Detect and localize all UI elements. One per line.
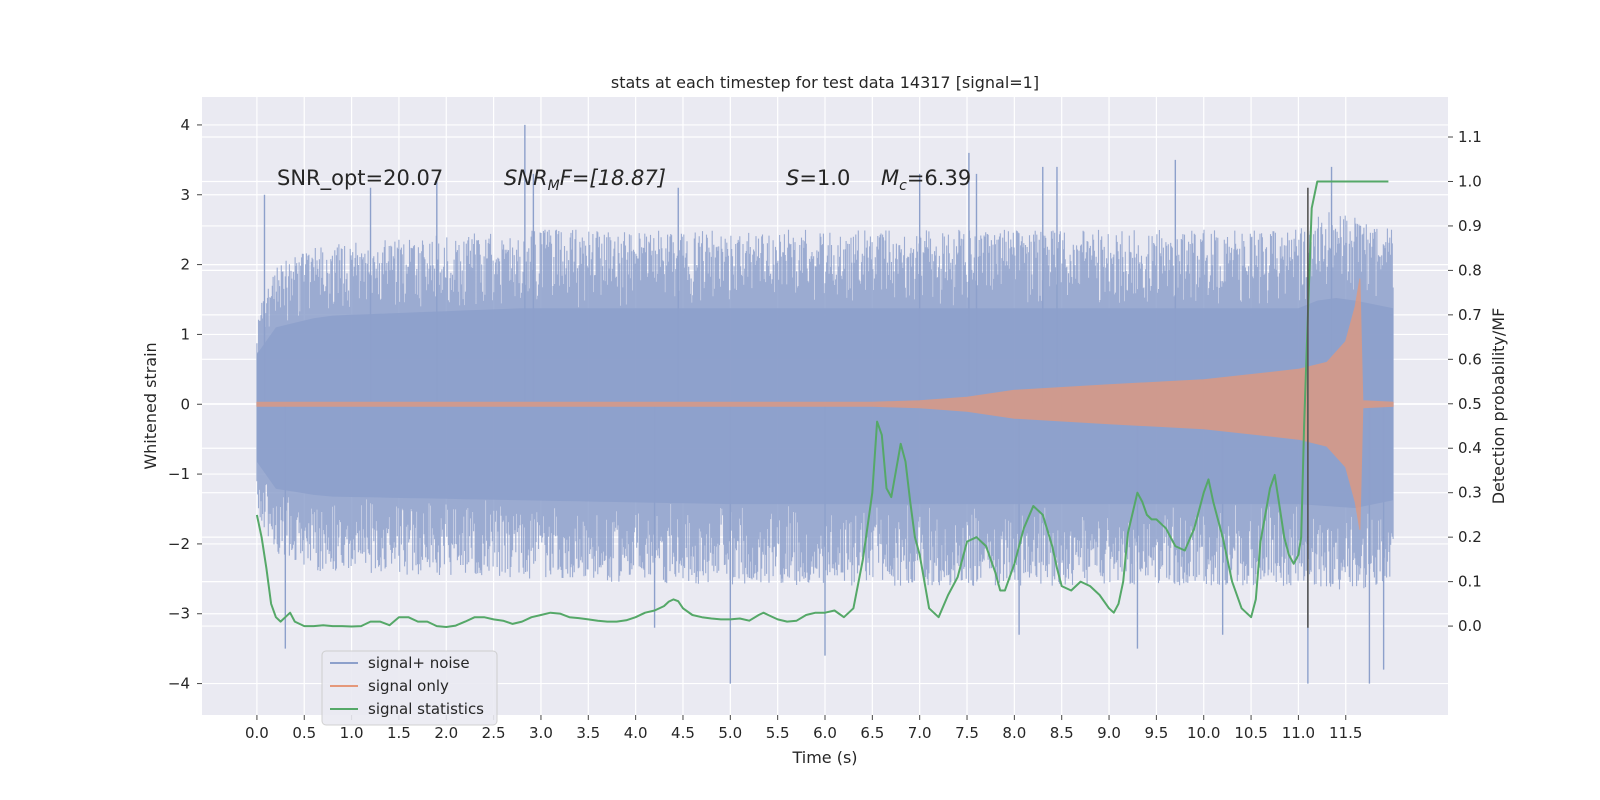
x-tick-label: 0.5 <box>292 724 316 742</box>
x-tick-label: 2.0 <box>434 724 458 742</box>
x-tick-label: 5.0 <box>718 724 742 742</box>
y-right-tick-label: 0.6 <box>1458 350 1482 368</box>
annotation-mc: Mc=6.39 <box>881 166 971 194</box>
annotation-snr-opt: SNR_opt=20.07 <box>277 166 443 191</box>
y-right-tick-label: 0.9 <box>1458 217 1482 235</box>
x-tick-label: 2.5 <box>482 724 506 742</box>
x-tick-label: 8.0 <box>1002 724 1026 742</box>
y-axis-right-label: Detection probability/MF <box>1489 308 1508 505</box>
x-tick-label: 6.0 <box>813 724 837 742</box>
signal-only-series <box>256 278 1394 530</box>
y-right-tick-label: 1.0 <box>1458 172 1482 190</box>
x-tick-label: 7.0 <box>908 724 932 742</box>
signal-statistics-line <box>255 180 1389 628</box>
x-tick-label: 10.5 <box>1234 724 1267 742</box>
x-tick-label: 6.5 <box>860 724 884 742</box>
x-tick-label: 1.0 <box>340 724 364 742</box>
y-right-tick-label: 0.4 <box>1458 439 1482 457</box>
y-right-tick-label: 0.2 <box>1458 528 1482 546</box>
y-right-tick-label: 0.0 <box>1458 617 1482 635</box>
y-right-tick-label: 1.1 <box>1458 128 1482 146</box>
y-right-tick-label: 0.7 <box>1458 306 1482 324</box>
x-axis-label: Time (s) <box>791 748 857 767</box>
y-tick-label: −1 <box>168 465 190 483</box>
signal-only-trace <box>256 278 1394 530</box>
annotation-snr-mf: SNRMF=[18.87] <box>504 166 666 194</box>
y-tick-label: 3 <box>180 186 190 204</box>
x-tick-label: 10.0 <box>1187 724 1220 742</box>
y-tick-label: 2 <box>180 256 190 274</box>
x-tick-label: 1.5 <box>387 724 411 742</box>
y-tick-label: 0 <box>180 395 190 413</box>
y-axis-label: Whitened strain <box>141 342 160 469</box>
legend-label-signal-noise: signal+ noise <box>368 654 470 672</box>
axis-ticks: 0.0 0.5 1.0 1.5 2.0 2.5 3.0 3.5 4.0 4.5 5.0 5.5 6.0 6… <box>168 116 1482 742</box>
x-tick-label: 9.0 <box>1097 724 1121 742</box>
chart-title: stats at each timestep for test data 143… <box>611 73 1039 92</box>
x-tick-label: 0.0 <box>245 724 269 742</box>
legend-box <box>321 650 498 726</box>
y-tick-label: 1 <box>180 325 190 343</box>
x-tick-label: 4.0 <box>624 724 648 742</box>
legend-label-signal-statistics: signal statistics <box>368 700 484 718</box>
y-right-tick-label: 0.3 <box>1458 484 1482 502</box>
y-tick-label: −3 <box>168 605 190 623</box>
x-tick-label: 3.5 <box>576 724 600 742</box>
x-tick-label: 4.5 <box>671 724 695 742</box>
y-right-tick-label: 0.8 <box>1458 261 1482 279</box>
x-tick-label: 11.0 <box>1282 724 1315 742</box>
legend: signal+ noise signal only signal statist… <box>321 650 498 726</box>
y-tick-label: −2 <box>168 535 190 553</box>
signal-statistics-series <box>255 180 1389 628</box>
x-tick-label: 3.0 <box>529 724 553 742</box>
annotation-s: S=1.0 <box>786 166 850 190</box>
x-tick-label: 8.5 <box>1050 724 1074 742</box>
legend-label-signal-only: signal only <box>368 677 449 695</box>
x-tick-label: 11.5 <box>1329 724 1362 742</box>
x-tick-label: 7.5 <box>955 724 979 742</box>
y-tick-label: −4 <box>168 675 190 693</box>
y-tick-label: 4 <box>180 116 190 134</box>
x-tick-label: 9.5 <box>1144 724 1168 742</box>
y-right-tick-label: 0.1 <box>1458 573 1482 591</box>
y-right-tick-label: 0.5 <box>1458 395 1482 413</box>
x-tick-label: 5.5 <box>766 724 790 742</box>
